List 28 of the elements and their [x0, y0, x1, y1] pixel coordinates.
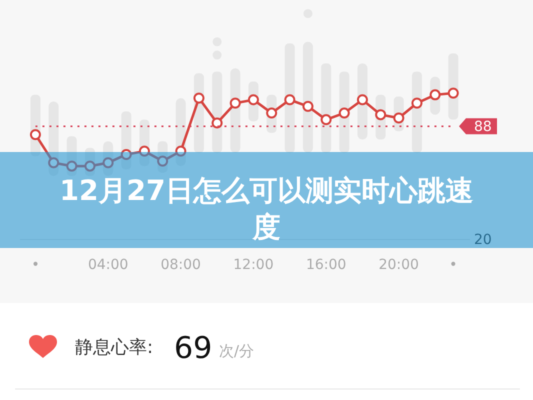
point — [138, 146, 150, 157]
point — [48, 157, 60, 168]
point — [157, 156, 168, 167]
point — [230, 98, 241, 109]
point — [66, 160, 78, 172]
y-tick-label: 88 — [474, 119, 492, 136]
point — [266, 108, 278, 119]
point — [102, 157, 114, 168]
point — [120, 148, 132, 160]
point — [411, 98, 422, 109]
point — [356, 94, 368, 106]
bar — [284, 43, 295, 153]
point — [84, 160, 96, 172]
point — [30, 129, 41, 140]
point — [320, 114, 332, 126]
point — [284, 94, 296, 106]
point — [393, 112, 404, 124]
point — [430, 89, 441, 100]
point — [375, 109, 386, 120]
y-tick-label: 20 — [474, 232, 492, 248]
point — [338, 108, 350, 119]
point — [448, 88, 459, 99]
point — [193, 92, 204, 104]
point — [175, 146, 186, 157]
point — [212, 117, 223, 128]
bar — [302, 42, 313, 153]
point — [302, 100, 314, 112]
point — [248, 94, 259, 106]
